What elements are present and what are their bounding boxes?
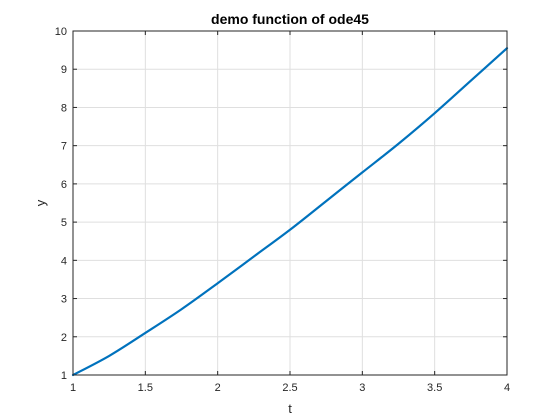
x-tick-label: 2 [215,382,221,394]
x-tick-label: 3 [359,382,365,394]
x-tick-label: 3.5 [427,382,442,394]
y-tick-label: 3 [61,294,67,306]
y-axis-label: y [33,199,48,206]
y-tick-label: 6 [61,179,67,191]
y-tick-label: 1 [61,370,67,382]
y-tick-label: 5 [61,217,67,229]
y-tick-label: 8 [61,102,67,114]
y-tick-label: 9 [61,64,67,76]
chart-title: demo function of ode45 [211,11,369,27]
y-tick-label: 2 [61,332,67,344]
tick-labels: 1 1.5 2 2.5 3 3.5 4 1 2 3 4 5 6 7 8 9 10 [55,26,510,394]
y-tick-label: 7 [61,141,67,153]
x-tick-label: 2.5 [282,382,297,394]
series-line [71,47,509,377]
x-tick-label: 1 [70,382,76,394]
y-tick-label: 4 [61,255,67,267]
x-tick-label: 4 [504,382,510,394]
series-layer [71,47,509,377]
tick-marks [72,30,508,376]
y-tick-label: 10 [55,26,67,38]
x-axis-label: t [288,401,292,416]
x-tick-label: 1.5 [138,382,153,394]
